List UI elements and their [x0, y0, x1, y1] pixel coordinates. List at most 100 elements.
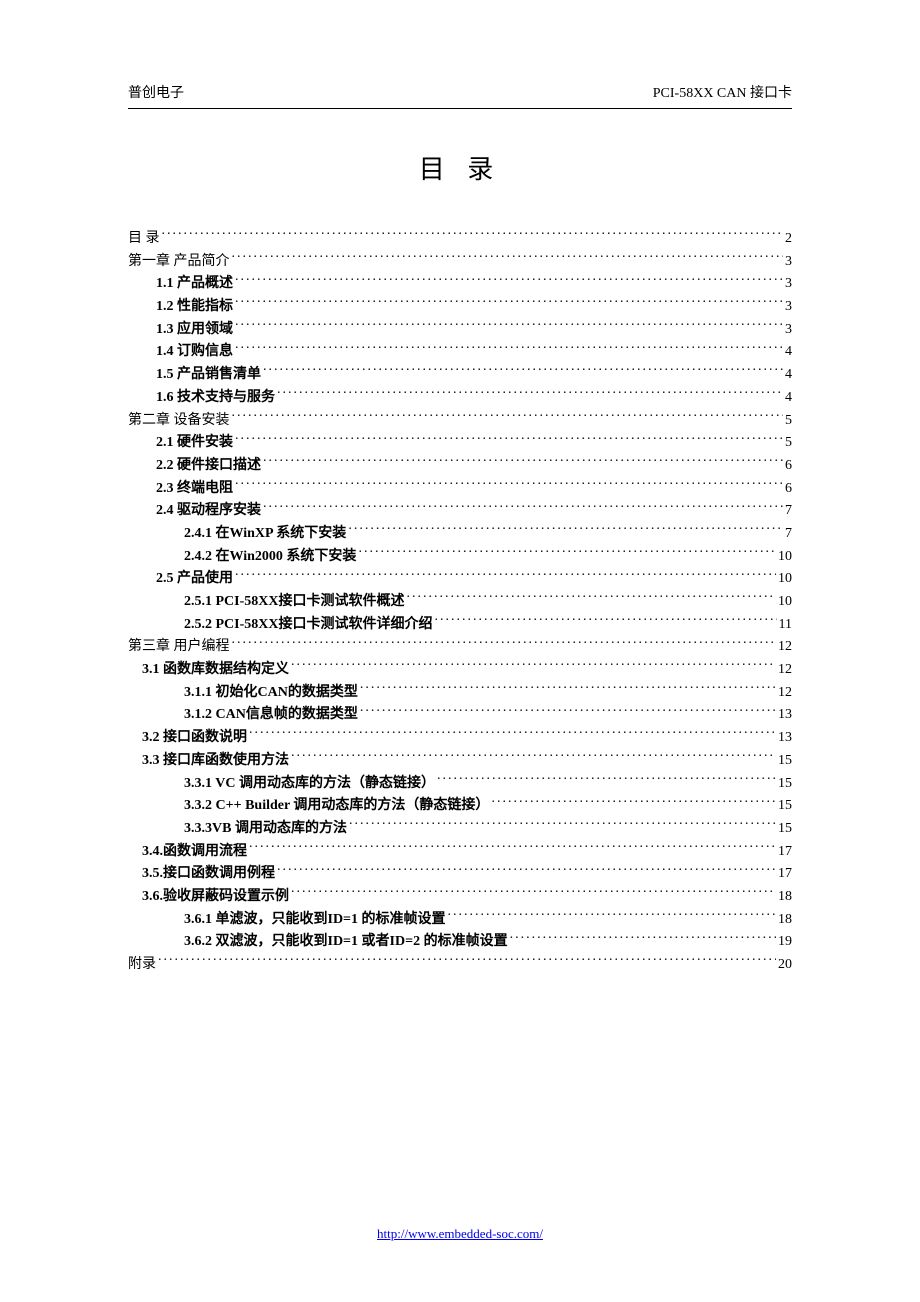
toc-leader-dots — [291, 886, 776, 900]
toc-entry[interactable]: 3.3.3VB 调用动态库的方法15 — [128, 818, 792, 840]
toc-entry-page: 3 — [785, 296, 792, 318]
toc-leader-dots — [235, 432, 783, 446]
toc-entry[interactable]: 2.4.2 在Win2000 系统下安装10 — [128, 546, 792, 568]
toc-entry-label: 附录 — [128, 954, 156, 976]
toc-entry[interactable]: 2.4.1 在WinXP 系统下安装7 — [128, 523, 792, 545]
toc-entry-label: 1.2 性能指标 — [156, 296, 233, 318]
toc-entry[interactable]: 3.6.1 单滤波，只能收到ID=1 的标准帧设置 18 — [128, 909, 792, 931]
toc-entry[interactable]: 3.3.1 VC 调用动态库的方法（静态链接）15 — [128, 773, 792, 795]
toc-entry[interactable]: 3.1.2 CAN信息帧的数据类型13 — [128, 704, 792, 726]
page-footer: http://www.embedded-soc.com/ — [0, 1226, 920, 1242]
toc-leader-dots — [348, 523, 783, 537]
toc-entry-page: 3 — [785, 273, 792, 295]
toc-entry-label: 3.6.验收屏蔽码设置示例 — [142, 886, 289, 908]
toc-leader-dots — [235, 341, 783, 355]
toc-leader-dots — [158, 954, 776, 968]
toc-entry-page: 12 — [778, 682, 792, 704]
toc-entry-page: 11 — [779, 614, 792, 636]
toc-entry[interactable]: 第一章 产品简介 3 — [128, 251, 792, 273]
toc-leader-dots — [263, 455, 783, 469]
toc-entry[interactable]: 3.2 接口函数说明13 — [128, 727, 792, 749]
toc-entry[interactable]: 3.5.接口函数调用例程17 — [128, 863, 792, 885]
toc-entry-label: 2.1 硬件安装 — [156, 432, 233, 454]
toc-entry[interactable]: 3.6.验收屏蔽码设置示例 18 — [128, 886, 792, 908]
toc-entry-label: 3.1 函数库数据结构定义 — [142, 659, 289, 681]
toc-entry-page: 17 — [778, 863, 792, 885]
toc-leader-dots — [448, 909, 776, 923]
toc-entry-label: 1.5 产品销售清单 — [156, 364, 261, 386]
toc-leader-dots — [349, 818, 776, 832]
toc-entry[interactable]: 3.6.2 双滤波，只能收到ID=1 或者ID=2 的标准帧设置 19 — [128, 931, 792, 953]
toc-entry-page: 10 — [778, 546, 792, 568]
toc-entry-label: 3.4.函数调用流程 — [142, 841, 247, 863]
toc-leader-dots — [235, 273, 783, 287]
toc-entry-label: 1.3 应用领域 — [156, 319, 233, 341]
toc-entry-label: 2.5.2 PCI-58XX接口卡测试软件详细介绍 — [184, 614, 433, 636]
toc-entry[interactable]: 附录 20 — [128, 954, 792, 976]
toc-entry-label: 目 录 — [128, 228, 160, 250]
toc-entry[interactable]: 3.1 函数库数据结构定义12 — [128, 659, 792, 681]
toc-entry[interactable]: 2.1 硬件安装5 — [128, 432, 792, 454]
toc-leader-dots — [291, 659, 776, 673]
toc-entry-page: 19 — [778, 931, 792, 953]
toc-leader-dots — [291, 750, 776, 764]
toc-entry-label: 1.1 产品概述 — [156, 273, 233, 295]
toc-leader-dots — [437, 773, 776, 787]
toc-leader-dots — [249, 841, 776, 855]
toc-entry[interactable]: 1.3 应用领域3 — [128, 319, 792, 341]
toc-title: 目 录 — [128, 149, 792, 186]
toc-entry[interactable]: 3.3 接口库函数使用方法 15 — [128, 750, 792, 772]
toc-leader-dots — [407, 591, 777, 605]
toc-entry[interactable]: 1.6 技术支持与服务4 — [128, 387, 792, 409]
toc-leader-dots — [277, 387, 783, 401]
toc-entry-page: 10 — [778, 591, 792, 613]
toc-entry-label: 3.6.1 单滤波，只能收到ID=1 的标准帧设置 — [184, 909, 446, 931]
toc-entry-page: 13 — [778, 704, 792, 726]
toc-entry[interactable]: 3.3.2 C++ Builder 调用动态库的方法（静态链接） 15 — [128, 795, 792, 817]
toc-entry-page: 18 — [778, 909, 792, 931]
toc-entry[interactable]: 2.4 驱动程序安装 7 — [128, 500, 792, 522]
toc-entry[interactable]: 1.5 产品销售清单4 — [128, 364, 792, 386]
toc-leader-dots — [235, 568, 776, 582]
toc-leader-dots — [263, 500, 783, 514]
toc-entry-label: 3.6.2 双滤波，只能收到ID=1 或者ID=2 的标准帧设置 — [184, 931, 508, 953]
toc-entry-label: 第一章 产品简介 — [128, 251, 230, 273]
toc-entry[interactable]: 第三章 用户编程12 — [128, 636, 792, 658]
toc-entry[interactable]: 3.1.1 初始化CAN的数据类型 12 — [128, 682, 792, 704]
toc-entry-page: 15 — [778, 750, 792, 772]
toc-entry[interactable]: 2.5.2 PCI-58XX接口卡测试软件详细介绍 11 — [128, 614, 792, 636]
toc-entry[interactable]: 1.1 产品概述 3 — [128, 273, 792, 295]
toc-entry[interactable]: 2.5 产品使用10 — [128, 568, 792, 590]
toc-entry[interactable]: 1.4 订购信息4 — [128, 341, 792, 363]
toc-entry-page: 20 — [778, 954, 792, 976]
toc-entry-page: 18 — [778, 886, 792, 908]
toc-entry-label: 3.3 接口库函数使用方法 — [142, 750, 289, 772]
toc-leader-dots — [235, 478, 783, 492]
toc-entry-page: 7 — [785, 500, 792, 522]
toc-leader-dots — [263, 364, 783, 378]
toc-entry-label: 2.4 驱动程序安装 — [156, 500, 261, 522]
toc-entry[interactable]: 2.3 终端电阻6 — [128, 478, 792, 500]
toc-entry[interactable]: 2.5.1 PCI-58XX接口卡测试软件概述10 — [128, 591, 792, 613]
toc-entry[interactable]: 2.2 硬件接口描述6 — [128, 455, 792, 477]
toc-entry-page: 3 — [785, 251, 792, 273]
toc-entry[interactable]: 目 录 2 — [128, 228, 792, 250]
toc-entry[interactable]: 第二章 设备安装5 — [128, 410, 792, 432]
toc-entry-page: 10 — [778, 568, 792, 590]
toc-entry[interactable]: 3.4.函数调用流程 17 — [128, 841, 792, 863]
toc-leader-dots — [435, 614, 777, 628]
toc-entry-page: 2 — [785, 228, 792, 250]
toc-leader-dots — [249, 727, 776, 741]
toc-entry-page: 4 — [785, 341, 792, 363]
toc-entry-page: 17 — [778, 841, 792, 863]
toc-entry-label: 2.2 硬件接口描述 — [156, 455, 261, 477]
footer-link[interactable]: http://www.embedded-soc.com/ — [377, 1226, 543, 1241]
page-header: 普创电子 PCI-58XX CAN 接口卡 — [128, 82, 792, 109]
toc-entry[interactable]: 1.2 性能指标 3 — [128, 296, 792, 318]
toc-entry-page: 15 — [778, 773, 792, 795]
toc-entry-page: 15 — [778, 795, 792, 817]
toc-leader-dots — [358, 546, 776, 560]
toc-entry-page: 5 — [785, 410, 792, 432]
toc-entry-label: 3.1.1 初始化CAN的数据类型 — [184, 682, 358, 704]
toc-entry-label: 3.3.2 C++ Builder 调用动态库的方法（静态链接） — [184, 795, 489, 817]
